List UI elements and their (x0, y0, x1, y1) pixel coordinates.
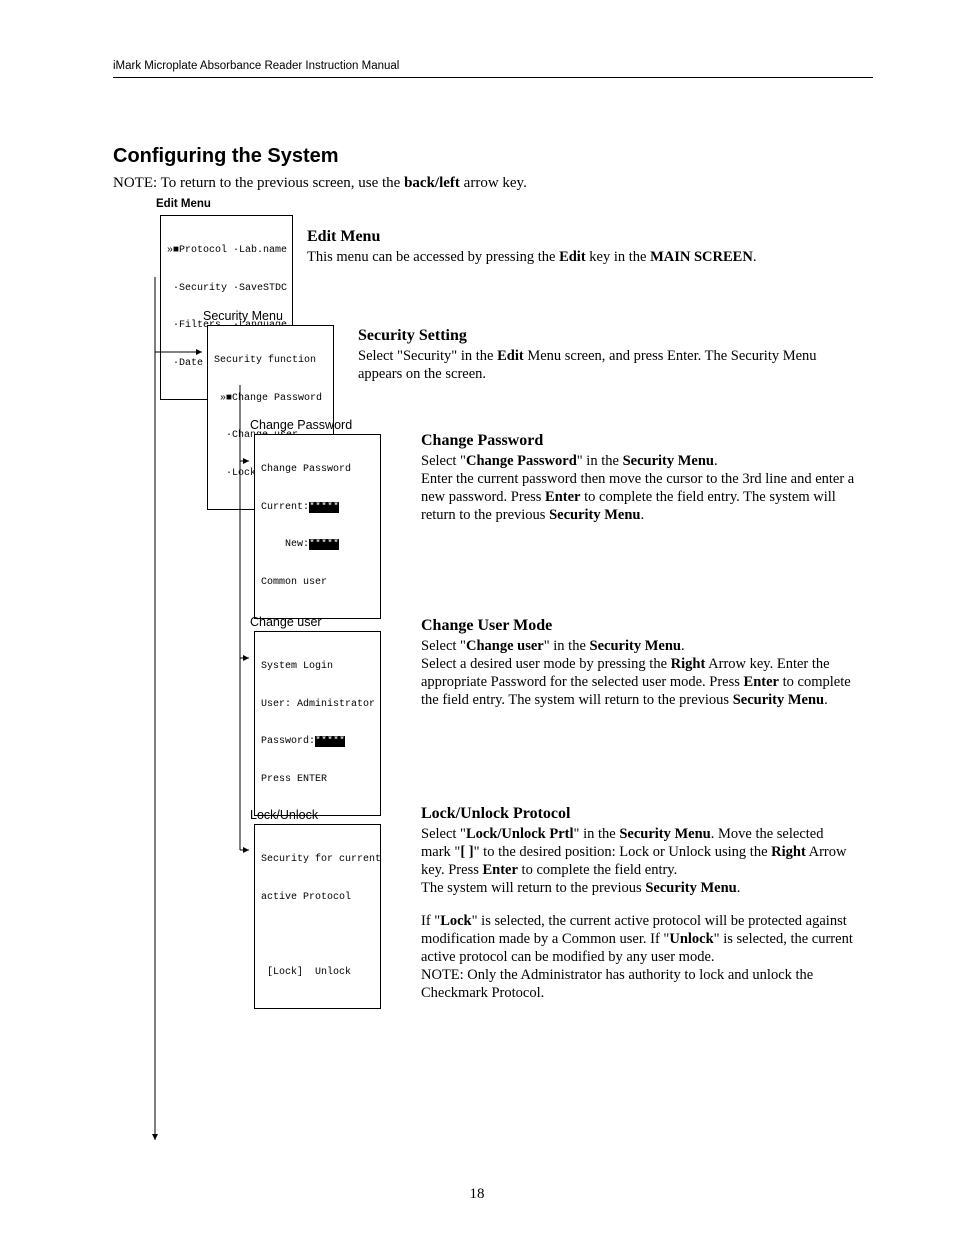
text: " in the (544, 638, 590, 654)
section-change-user: Change User Mode Select "Change user" in… (421, 617, 861, 710)
section-heading: Change Password (421, 432, 856, 450)
text: The system will return to the previous (421, 880, 645, 896)
text-bold: Lock/Unlock Prtl (466, 826, 574, 842)
section-heading: Lock/Unlock Protocol (421, 805, 856, 823)
text: . (753, 249, 757, 265)
text: . (681, 638, 685, 654)
lcd-line: New:***** (261, 539, 374, 552)
lcd-label-change-password: Change Password (250, 418, 352, 432)
note-line: NOTE: To return to the previous screen, … (113, 175, 527, 192)
text: Select " (421, 638, 466, 654)
note-bold: back/left (404, 175, 460, 191)
text: NOTE: Only the Administrator has authori… (421, 967, 813, 1001)
edit-menu-heading: Edit Menu (156, 198, 211, 210)
section-change-password: Change Password Select "Change Password"… (421, 432, 856, 525)
section-body: Select "Lock/Unlock Prtl" in the Securit… (421, 825, 856, 898)
lcd-line (261, 929, 374, 942)
masked-text: ***** (309, 539, 339, 550)
text: " in the (577, 453, 623, 469)
lcd-line: [Lock] Unlock (261, 967, 374, 980)
lcd-line: Current:***** (261, 502, 374, 515)
lcd-label-lock-unlock: Lock/Unlock (250, 808, 318, 822)
text-bold: MAIN SCREEN (650, 249, 753, 265)
text-bold: Security Menu (733, 692, 824, 708)
text-bold: Unlock (669, 931, 713, 947)
section-heading: Edit Menu (307, 228, 847, 246)
section-body: Select "Security" in the Edit Menu scree… (358, 347, 853, 383)
lcd-line: Press ENTER (261, 774, 374, 787)
page-number: 18 (0, 1186, 954, 1203)
section-body: Select "Change user" in the Security Men… (421, 637, 861, 710)
text-bold: Edit (497, 348, 524, 364)
masked-text: ***** (309, 502, 339, 513)
text-bold: Edit (559, 249, 586, 265)
section-body: This menu can be accessed by pressing th… (307, 248, 847, 266)
text-bold: Security Menu (549, 507, 640, 523)
lcd-line: System Login (261, 661, 374, 674)
lcd-line: active Protocol (261, 892, 374, 905)
section-body: If "Lock" is selected, the current activ… (421, 912, 856, 1003)
text: This menu can be accessed by pressing th… (307, 249, 559, 265)
text-bold: [ ] (460, 844, 473, 860)
lcd-label-security: Security Menu (203, 309, 283, 323)
text: . (714, 453, 718, 469)
lcd-line: ·Security ·SaveSTDC (167, 283, 286, 296)
masked-text: ***** (315, 736, 345, 747)
note-suffix: arrow key. (460, 175, 527, 191)
text: key in the (586, 249, 650, 265)
text: " in the (574, 826, 620, 842)
text: Select a desired user mode by pressing t… (421, 656, 671, 672)
lcd-line: Change Password (261, 464, 374, 477)
section-heading: Change User Mode (421, 617, 861, 635)
section-body: Select "Change Password" in the Security… (421, 452, 856, 525)
text: If " (421, 913, 440, 929)
text-bold: Lock (440, 913, 471, 929)
text-bold: Security Menu (590, 638, 681, 654)
text: " to the desired position: Lock or Unloc… (474, 844, 771, 860)
lcd-line: Password:***** (261, 736, 374, 749)
section-edit-menu: Edit Menu This menu can be accessed by p… (307, 228, 847, 266)
text-bold: Security Menu (619, 826, 710, 842)
section-heading: Security Setting (358, 327, 853, 345)
lcd-line: User: Administrator (261, 699, 374, 712)
running-header: iMark Microplate Absorbance Reader Instr… (113, 60, 873, 78)
text: . (640, 507, 644, 523)
lcd-change-password: Change Password Current:***** New:***** … (254, 434, 381, 619)
text: to complete the field entry. (518, 862, 677, 878)
note-prefix: NOTE: To return to the previous screen, … (113, 175, 404, 191)
lcd-line: Common user (261, 577, 374, 590)
section-security-setting: Security Setting Select "Security" in th… (358, 327, 853, 383)
text: Select "Security" in the (358, 348, 497, 364)
text-bold: Security Menu (645, 880, 736, 896)
text: . (824, 692, 828, 708)
text: New: (261, 539, 309, 550)
text-bold: Right (671, 656, 706, 672)
section-lock-unlock: Lock/Unlock Protocol Select "Lock/Unlock… (421, 805, 856, 1002)
text-bold: Right (771, 844, 806, 860)
text: Select " (421, 453, 466, 469)
lcd-lock-unlock: Security for current active Protocol [Lo… (254, 824, 381, 1009)
text: Select " (421, 826, 466, 842)
text-bold: Security Menu (623, 453, 714, 469)
text: Password: (261, 736, 315, 747)
lcd-line: »■Protocol ·Lab.name (167, 245, 286, 258)
text-bold: Enter (545, 489, 580, 505)
text-bold: Enter (482, 862, 517, 878)
text: Current: (261, 502, 309, 513)
text-bold: Change Password (466, 453, 577, 469)
text-bold: Enter (744, 674, 779, 690)
lcd-line: »■Change Password (214, 393, 327, 406)
lcd-line: Security for current (261, 854, 374, 867)
lcd-label-change-user: Change user (250, 615, 322, 629)
lcd-change-user: System Login User: Administrator Passwor… (254, 631, 381, 816)
text-bold: Change user (466, 638, 544, 654)
page-title: Configuring the System (113, 145, 339, 168)
text: . (737, 880, 741, 896)
lcd-line: Security function (214, 355, 327, 368)
